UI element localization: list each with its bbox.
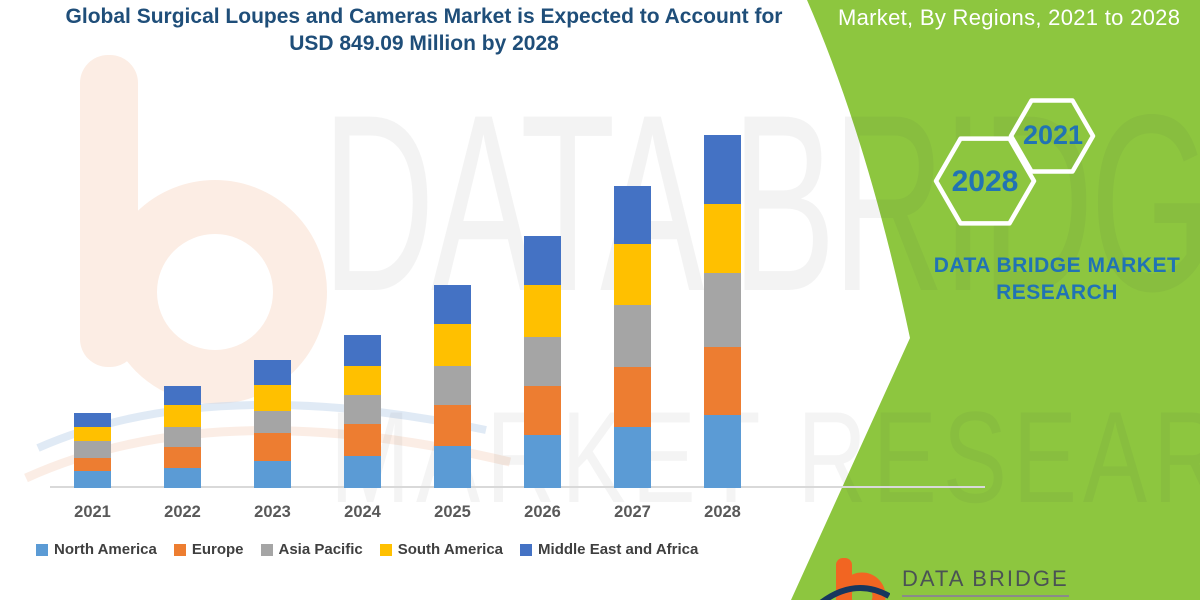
bar-segment-2025-europe [434, 405, 471, 447]
bar-segment-2021-south-america [74, 427, 111, 442]
hexagon-2028 [933, 136, 1037, 226]
bar-2024 [344, 335, 381, 488]
bar-segment-2023-middle-east-and-africa [254, 359, 291, 386]
brand-name-block: DATA BRIDGE MARKET RESEARCH [928, 252, 1186, 306]
bar-segment-2027-middle-east-and-africa [614, 186, 651, 244]
bar-segment-2022-middle-east-and-africa [164, 386, 201, 405]
x-axis-label-2022: 2022 [164, 503, 201, 521]
bar-segment-2022-europe [164, 447, 201, 469]
bar-segment-2028-north-america [704, 414, 741, 488]
bar-segment-2021-north-america [74, 470, 111, 488]
bar-2022 [164, 386, 201, 488]
brand-name-line1: DATA BRIDGE MARKET [933, 254, 1181, 277]
legend-label: Asia Pacific [278, 541, 363, 558]
bar-segment-2022-north-america [164, 468, 201, 488]
watermark-b-bowl [103, 180, 327, 404]
bar-segment-2026-middle-east-and-africa [524, 236, 561, 286]
legend-item-europe: Europe [173, 541, 244, 558]
bar-segment-2027-south-america [614, 243, 651, 306]
chart-title-line2: USD 849.09 Million by 2028 [289, 32, 559, 55]
legend-item-north-america: North America [36, 541, 157, 558]
bar-segment-2024-asia-pacific [344, 395, 381, 425]
x-axis-label-2023: 2023 [254, 503, 291, 521]
footer-b-bowl [838, 572, 886, 600]
bar-segment-2023-asia-pacific [254, 411, 291, 433]
footer-logo: DATA BRIDGE MARKET RESEARCH [815, 556, 1089, 600]
bar-2023 [254, 359, 291, 488]
hexagon-year-2028: 2028 [951, 165, 1019, 198]
legend-swatch-icon [36, 543, 48, 556]
legend-label: Middle East and Africa [538, 541, 699, 558]
bar-segment-2026-asia-pacific [524, 337, 561, 387]
bar-2025 [434, 284, 471, 488]
legend-label: Europe [191, 541, 244, 558]
legend-swatch-icon [520, 543, 533, 556]
bar-2028 [704, 134, 741, 488]
bar-segment-2024-middle-east-and-africa [344, 335, 381, 367]
bar-segment-2027-north-america [614, 426, 651, 488]
x-axis-label-2027: 2027 [614, 503, 651, 521]
bar-segment-2023-europe [254, 432, 291, 461]
legend-item-middle-east-and-africa: Middle East and Africa [520, 541, 698, 558]
bar-segment-2026-north-america [524, 435, 561, 488]
legend-item-south-america: South America [379, 541, 504, 558]
legend-swatch-icon [173, 543, 186, 556]
bar-segment-2028-south-america [704, 204, 741, 274]
bar-segment-2027-europe [614, 367, 651, 427]
bar-segment-2023-north-america [254, 460, 291, 488]
chart-title: Global Surgical Loupes and Cameras Marke… [8, 3, 840, 57]
x-axis-label-2028: 2028 [704, 503, 741, 521]
x-axis-label-2025: 2025 [434, 503, 471, 521]
bar-segment-2028-asia-pacific [704, 273, 741, 347]
bar-segment-2026-europe [524, 386, 561, 436]
bar-segment-2025-asia-pacific [434, 365, 471, 406]
bar-segment-2021-middle-east-and-africa [74, 412, 111, 428]
bar-segment-2024-europe [344, 424, 381, 456]
bar-segment-2026-south-america [524, 285, 561, 338]
x-axis-label-2021: 2021 [74, 503, 111, 521]
legend-item-asia-pacific: Asia Pacific [260, 541, 363, 558]
chart-title-line1: Global Surgical Loupes and Cameras Marke… [65, 5, 783, 28]
brand-name-line2: RESEARCH [996, 281, 1118, 304]
bar-segment-2025-north-america [434, 446, 471, 488]
bar-segment-2022-south-america [164, 404, 201, 428]
chart-legend: North America Europe Asia Pacific South Ame… [36, 541, 698, 558]
legend-label: North America [54, 541, 157, 558]
footer-logo-text: DATA BRIDGE MARKET RESEARCH [902, 566, 1089, 600]
bar-segment-2021-asia-pacific [74, 441, 111, 458]
bar-segment-2028-europe [704, 346, 741, 415]
footer-logo-title: DATA BRIDGE [902, 566, 1069, 597]
x-axis-label-2026: 2026 [524, 503, 561, 521]
legend-label: South America [397, 541, 504, 558]
bar-segment-2021-europe [74, 457, 111, 471]
bar-segment-2025-south-america [434, 324, 471, 366]
bar-segment-2024-north-america [344, 455, 381, 488]
hexagon-2021 [1008, 98, 1096, 174]
footer-logo-b-icon [819, 558, 890, 600]
footer-blue-swoosh [819, 585, 890, 600]
bar-2026 [524, 236, 561, 488]
x-axis-line [50, 486, 985, 488]
legend-swatch-icon [260, 543, 273, 556]
bar-2027 [614, 186, 651, 488]
bar-segment-2022-asia-pacific [164, 427, 201, 448]
green-panel-shape [791, 0, 1200, 600]
legend-swatch-icon [379, 543, 392, 556]
bar-segment-2024-south-america [344, 366, 381, 396]
bar-segment-2025-middle-east-and-africa [434, 284, 471, 325]
x-axis-label-2024: 2024 [344, 503, 381, 521]
bar-segment-2028-middle-east-and-africa [704, 134, 741, 205]
banner-heading: Market, By Regions, 2021 to 2028 [838, 5, 1181, 30]
bar-segment-2027-asia-pacific [614, 305, 651, 368]
hexagon-year-2021: 2021 [1022, 120, 1084, 150]
bar-2021 [74, 412, 111, 488]
bar-segment-2023-south-america [254, 385, 291, 412]
